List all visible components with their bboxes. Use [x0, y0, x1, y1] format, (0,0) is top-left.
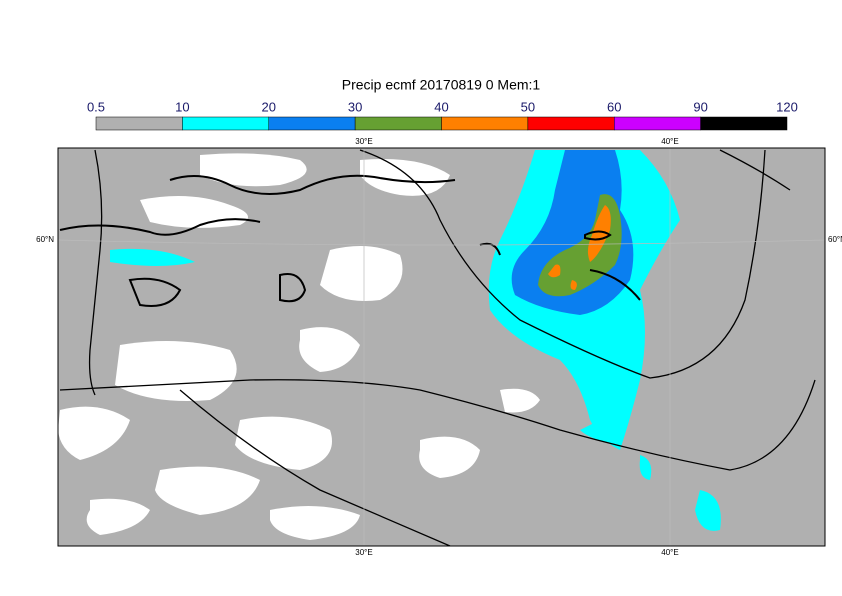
lon-label-bottom: 30°E: [355, 548, 372, 557]
no-precip-areas: [58, 153, 540, 540]
colorbar-segment: [527, 116, 615, 131]
lon-label-top: 30°E: [355, 137, 372, 146]
lon-label-top: 40°E: [661, 137, 678, 146]
colorbar-segment: [182, 116, 269, 131]
coastlines: [59, 149, 816, 546]
lon-label-bottom: 40°E: [661, 548, 678, 557]
colorbar-segment: [441, 116, 529, 131]
colorbar-label: 90: [693, 99, 707, 114]
colorbar-label: 50: [521, 99, 535, 114]
lat-label-right: 60°N: [828, 235, 842, 244]
colorbar-segment: [268, 116, 356, 131]
colorbar-segment: [614, 116, 701, 131]
colorbar-label: 60: [607, 99, 621, 114]
colorbar-label: 10: [175, 99, 189, 114]
colorbar-label: 20: [262, 99, 276, 114]
colorbar-segment: [95, 116, 183, 131]
colorbar-label: 120: [776, 99, 798, 114]
colorbar-segment: [700, 116, 788, 131]
colorbar: 0.5 10 20 30 40 50 60 90 120: [87, 99, 798, 131]
lat-label-left: 60°N: [36, 235, 54, 244]
map-area: [58, 148, 825, 546]
map-frame: [57, 147, 826, 547]
colorbar-label: 30: [348, 99, 362, 114]
colorbar-label: 40: [434, 99, 448, 114]
map-title: Precip ecmf 20170819 0 Mem:1: [342, 77, 541, 93]
graticule: [58, 148, 825, 546]
colorbar-label: 0.5: [87, 99, 105, 114]
colorbar-segment: [354, 116, 442, 131]
